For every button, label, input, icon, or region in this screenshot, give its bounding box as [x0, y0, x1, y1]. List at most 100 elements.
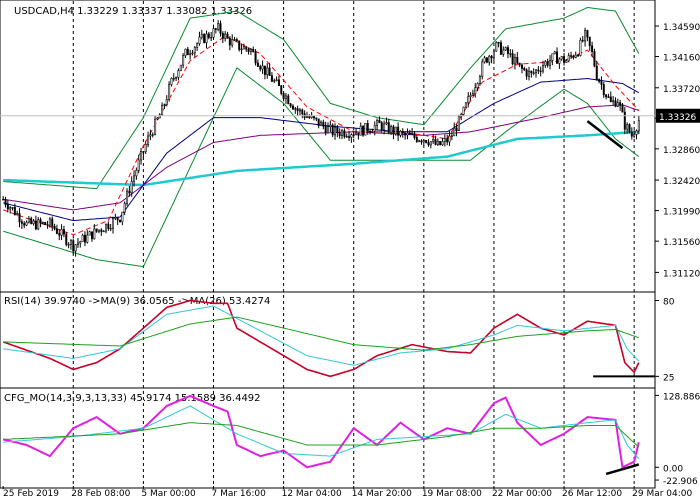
candle-body	[88, 231, 91, 236]
candle-body	[574, 54, 577, 58]
price-pane: USDCAD,H4 1.33229 1.33337 1.33082 1.3332…	[0, 0, 656, 293]
candle-body	[11, 207, 14, 209]
candle-body	[81, 234, 84, 242]
candle-body	[350, 134, 353, 138]
candle-body	[261, 65, 264, 70]
candle-body	[527, 70, 530, 77]
candle-body	[343, 130, 346, 137]
candle-body	[607, 96, 610, 98]
candle-body	[455, 127, 458, 132]
candle-body	[633, 134, 636, 137]
x-tick-label: 19 Mar 08:00	[422, 489, 482, 499]
candle-body	[112, 218, 115, 229]
candle-body	[282, 93, 285, 99]
candle-body	[635, 130, 638, 135]
candle-body	[140, 151, 143, 161]
bollinger-lower-line	[3, 67, 640, 268]
candle-body	[551, 53, 554, 61]
candle-body	[65, 233, 68, 245]
candle-body	[380, 122, 383, 131]
candle-body	[226, 33, 229, 39]
candle-body	[497, 42, 500, 44]
candle-body	[90, 231, 93, 240]
candle-body	[170, 78, 173, 85]
candle-body	[427, 142, 430, 146]
candle-body	[563, 56, 566, 63]
last-price-label: 1.33326	[659, 113, 696, 123]
candle-body	[27, 218, 30, 223]
candle-body	[385, 122, 388, 125]
candle-body	[23, 223, 26, 226]
candle-body	[553, 51, 556, 55]
candle-body	[289, 103, 292, 107]
candle-body	[345, 136, 348, 138]
candle-body	[231, 39, 234, 46]
candle-body	[298, 109, 301, 112]
candle-body	[474, 87, 477, 95]
price-ytick-label: 1.34590	[663, 23, 700, 33]
candle-body	[270, 75, 273, 82]
candle-body	[16, 213, 19, 215]
candle-body	[532, 72, 535, 74]
candle-body	[95, 228, 98, 232]
moving-average-line	[3, 35, 640, 236]
candle-body	[142, 151, 145, 153]
candle-body	[411, 133, 414, 135]
x-tick-label: 5 Mar 00:00	[141, 489, 196, 499]
price-ytick-label: 1.31560	[663, 238, 700, 248]
candle-body	[205, 33, 208, 43]
candle-body	[376, 120, 379, 126]
candle-body	[357, 132, 360, 136]
candle-body	[621, 105, 624, 113]
candle-body	[406, 132, 409, 136]
candle-body	[168, 84, 171, 100]
candle-body	[182, 55, 185, 66]
x-tick-label: 28 Feb 08:00	[71, 489, 130, 499]
candle-body	[511, 53, 514, 65]
price-trendline	[586, 120, 624, 150]
candle-body	[245, 46, 248, 50]
candle-body	[133, 175, 136, 182]
price-ytick-label: 1.32860	[663, 146, 700, 156]
candle-body	[471, 93, 474, 96]
candle-body	[165, 99, 168, 105]
candle-body	[509, 53, 512, 55]
x-tick-label: 29 Mar 04:00	[632, 489, 692, 499]
candle-body	[436, 141, 439, 145]
candle-body	[252, 49, 255, 53]
cfg-ytick-label: -22.906	[663, 477, 698, 487]
candle-body	[25, 221, 28, 226]
price-ytick-label: 1.31990	[663, 208, 700, 218]
rsi-series-line	[3, 316, 639, 351]
candle-body	[144, 144, 147, 153]
candle-body	[488, 55, 491, 63]
candle-body	[198, 36, 201, 44]
candle-body	[200, 34, 203, 38]
rsi-pane: RSI(14) 39.9740 ->MA(9) 36.0565 ->MA(26)…	[0, 291, 656, 389]
candle-body	[422, 140, 425, 143]
candle-body	[628, 124, 631, 133]
candle-body	[273, 80, 276, 82]
candle-body	[420, 140, 423, 143]
candle-body	[263, 65, 266, 75]
candle-body	[464, 102, 467, 108]
candle-body	[18, 213, 21, 223]
candle-body	[41, 222, 44, 224]
candle-body	[462, 106, 465, 115]
candle-body	[390, 126, 393, 133]
candle-body	[51, 218, 54, 227]
candle-body	[238, 40, 241, 50]
candle-body	[506, 47, 509, 54]
candle-body	[544, 61, 547, 66]
candle-body	[259, 66, 262, 70]
candle-body	[348, 136, 351, 138]
candle-body	[104, 223, 107, 232]
candle-body	[593, 51, 596, 67]
candle-body	[598, 79, 601, 82]
candle-body	[79, 241, 82, 244]
candle-body	[161, 104, 164, 116]
candle-body	[186, 48, 189, 56]
candle-body	[434, 138, 437, 145]
candle-body	[394, 126, 397, 135]
